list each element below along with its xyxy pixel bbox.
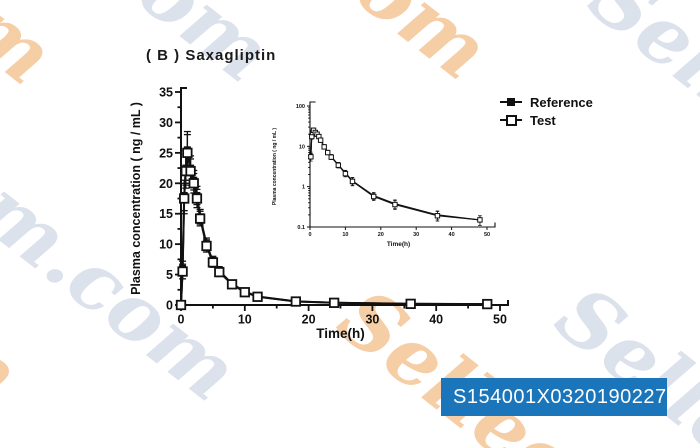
svg-text:0: 0	[178, 313, 185, 327]
legend-item-test: Test	[500, 111, 593, 129]
svg-text:10: 10	[342, 232, 348, 238]
svg-text:40: 40	[449, 232, 455, 238]
inset-markers-reference	[309, 128, 482, 222]
svg-text:20: 20	[378, 232, 384, 238]
svg-text:Time(h): Time(h)	[316, 326, 365, 341]
svg-text:30: 30	[413, 232, 419, 238]
svg-text:50: 50	[484, 232, 490, 238]
legend-item-reference: Reference	[500, 93, 593, 111]
svg-text:Plasma concentration ( ng / mL: Plasma concentration ( ng / mL )	[130, 102, 143, 295]
svg-text:30: 30	[159, 116, 173, 130]
svg-text:0.1: 0.1	[297, 225, 305, 231]
svg-text:5: 5	[166, 268, 173, 282]
svg-text:30: 30	[365, 313, 379, 327]
reference-marker-icon	[500, 96, 522, 108]
svg-text:10: 10	[238, 313, 252, 327]
legend-label-reference: Reference	[530, 94, 593, 110]
figure-title: ( B ) Saxagliptin	[146, 47, 277, 64]
svg-text:25: 25	[159, 146, 173, 160]
svg-text:0: 0	[166, 299, 173, 313]
svg-text:0: 0	[308, 232, 311, 238]
svg-text:20: 20	[302, 313, 316, 327]
svg-text:1: 1	[302, 185, 305, 191]
inset-errorbars-reference	[309, 127, 482, 226]
svg-text:10: 10	[159, 238, 173, 252]
inset-markers-test	[308, 127, 483, 223]
test-marker-icon	[500, 114, 522, 126]
svg-text:100: 100	[296, 104, 305, 110]
svg-text:50: 50	[493, 313, 507, 327]
main-markers-test	[175, 147, 493, 311]
svg-text:20: 20	[159, 177, 173, 191]
svg-text:40: 40	[429, 313, 443, 327]
svg-text:Plasma concentration ( ng / mL: Plasma concentration ( ng / mL )	[272, 128, 278, 205]
svg-text:10: 10	[299, 144, 305, 150]
inset-labels: 0 10 20 30 40 50 0.1 1 10 100 Time(h) Plasma concen…	[272, 104, 490, 248]
inset-ticks	[307, 105, 488, 230]
inset-chart: 0 10 20 30 40 50 0.1 1 10 100 Time(h) Plasma concen…	[272, 101, 496, 248]
legend: Reference Test	[500, 93, 593, 129]
svg-text:Time(h): Time(h)	[387, 241, 410, 248]
svg-text:15: 15	[159, 207, 173, 221]
catalog-badge: S154001X0320190227	[441, 378, 667, 416]
inset-errorbars-test	[309, 127, 482, 226]
legend-label-test: Test	[530, 112, 556, 128]
main-ticks	[175, 91, 501, 311]
svg-text:35: 35	[159, 86, 173, 100]
